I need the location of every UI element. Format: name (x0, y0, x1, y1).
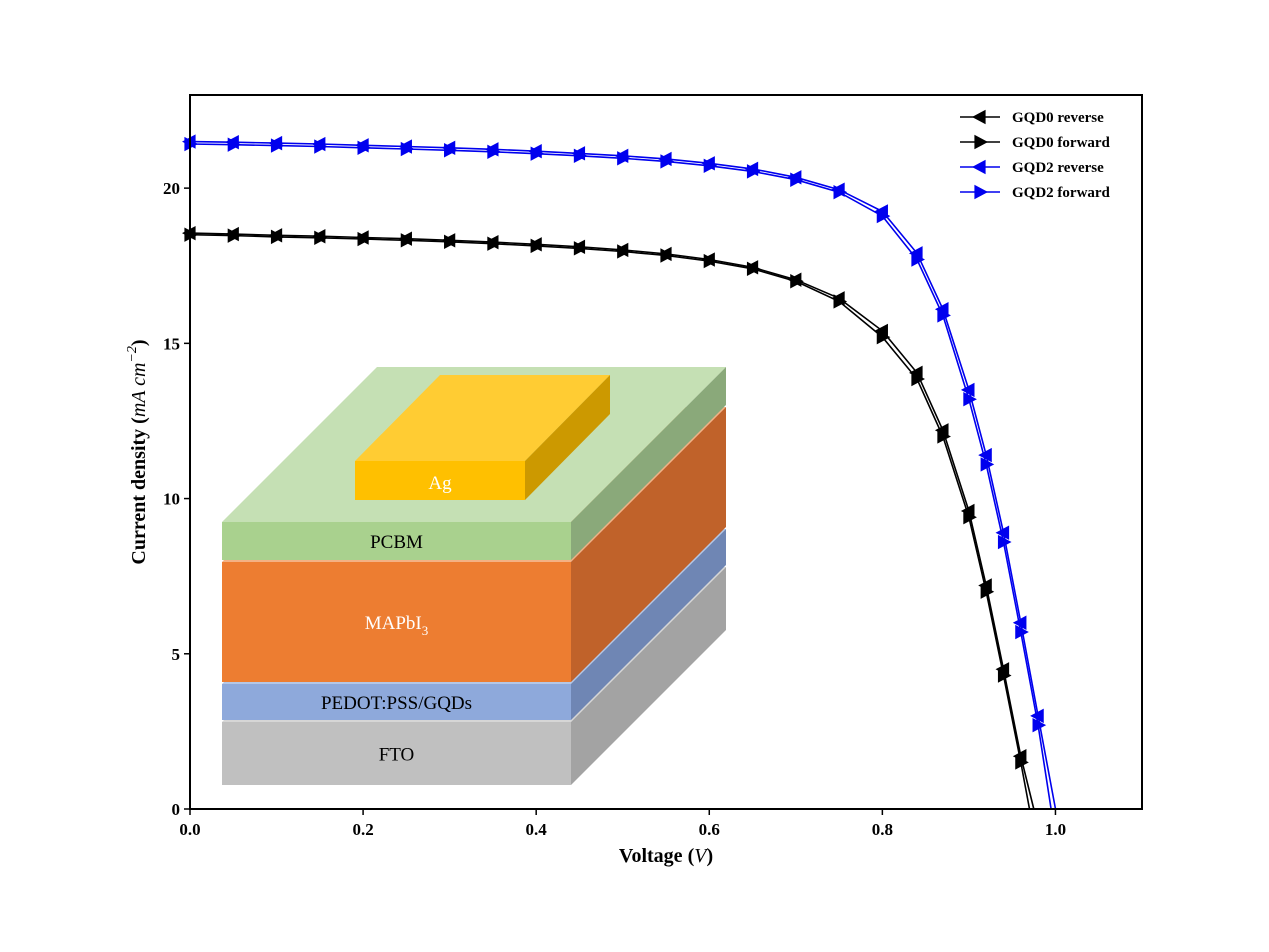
x-axis-label: Voltage (V) (619, 845, 713, 867)
legend-label: GQD2 reverse (1012, 160, 1104, 176)
data-point (703, 253, 718, 269)
series-4 (184, 136, 1052, 810)
data-point (573, 241, 588, 256)
data-point (937, 429, 951, 444)
layer-fto-front (222, 722, 571, 785)
data-point (746, 164, 761, 179)
layer-mapbi3-label: MAPbI3 (365, 613, 429, 638)
data-point (314, 230, 328, 245)
layer-pcbm-side (571, 367, 726, 560)
axes-layer: 0.0 0.2 0.4 0.6 0.8 1.0 0 5 10 15 20 (163, 179, 1066, 839)
data-point (963, 392, 977, 407)
legend-marker (974, 134, 988, 150)
series-2 (184, 227, 1031, 810)
layer-pcbm-front (222, 522, 571, 560)
layer-pedot-front (222, 684, 571, 720)
data-point (487, 144, 501, 160)
y-axis-label: Current density (mA cm−2) (125, 339, 150, 564)
data-point (314, 139, 328, 154)
legend-marker (972, 109, 986, 125)
data-point (1015, 624, 1029, 640)
data-point (911, 371, 925, 387)
legend-label: GQD0 forward (1012, 135, 1111, 151)
data-point (876, 208, 891, 224)
x-tick-label: 0.6 (699, 820, 720, 839)
device-structure-inset: FTO PEDOT:PSS/GQDs MAPbI3 PCBM Ag (222, 367, 726, 785)
layer-pcbm-label: PCBM (370, 532, 423, 553)
legend-label: GQD0 reverse (1012, 110, 1104, 126)
data-point (703, 158, 718, 173)
data-point (660, 248, 674, 263)
data-point (980, 457, 995, 472)
layer-fto-label: FTO (379, 745, 415, 766)
y-tick-label: 0 (172, 800, 181, 819)
data-point (997, 668, 1012, 683)
data-point (400, 233, 415, 248)
layer-mapbi3-front (222, 562, 571, 682)
layer-ag-side (525, 375, 610, 500)
data-point (980, 584, 995, 599)
data-point (790, 274, 804, 289)
data-point (400, 141, 415, 157)
data-point (833, 184, 848, 200)
y-tick-label: 20 (163, 179, 180, 198)
layer-pedot-side (571, 529, 726, 720)
data-point (911, 252, 925, 267)
x-tick-label: 1.0 (1045, 820, 1066, 839)
data-point (617, 244, 631, 259)
series-line (189, 233, 1031, 810)
legend: GQD0 reverse GQD0 forward GQD2 reverse GQD2… (960, 109, 1111, 201)
y-tick-label: 5 (172, 645, 181, 664)
data-point (270, 138, 285, 153)
data-point (1015, 755, 1029, 770)
layer-fto-side (571, 567, 726, 785)
layer-mapbi3-side (571, 407, 726, 682)
data-point (617, 151, 631, 166)
data-point (184, 136, 198, 152)
y-tick-label: 10 (163, 490, 180, 509)
x-tick-label: 0.2 (352, 820, 373, 839)
layer-pedot-label: PEDOT:PSS/GQDs (321, 693, 472, 714)
data-point (978, 447, 992, 463)
x-tick-label: 0.4 (526, 820, 548, 839)
layer-ag: Ag (355, 375, 610, 500)
legend-label: GQD2 forward (1012, 185, 1111, 201)
data-point (227, 228, 242, 243)
layer-ag-front (355, 461, 525, 500)
data-point (833, 294, 848, 309)
data-point (963, 509, 977, 525)
legend-marker (974, 184, 988, 200)
data-point (227, 137, 242, 152)
data-point (960, 382, 975, 398)
data-point (530, 238, 545, 254)
data-point (790, 172, 804, 187)
data-point (876, 329, 891, 345)
data-point (487, 236, 501, 251)
plot-frame (189, 94, 1143, 810)
data-point (184, 227, 198, 242)
series-layer (182, 134, 1057, 810)
data-point (1032, 717, 1047, 733)
data-point (444, 234, 458, 250)
data-point (270, 229, 285, 245)
data-point (660, 154, 674, 169)
y-tick-label: 15 (163, 334, 180, 353)
data-point (444, 143, 458, 158)
data-point (573, 148, 588, 164)
x-tick-label: 0.0 (179, 820, 200, 839)
x-tick-label: 0.8 (872, 820, 893, 839)
legend-marker (972, 159, 986, 175)
data-point (937, 308, 951, 323)
layer-ag-label: Ag (428, 473, 452, 494)
data-point (530, 146, 545, 161)
data-point (746, 261, 761, 277)
data-point (997, 534, 1012, 550)
data-point (995, 525, 1010, 540)
data-point (357, 231, 372, 247)
data-point (357, 140, 372, 155)
